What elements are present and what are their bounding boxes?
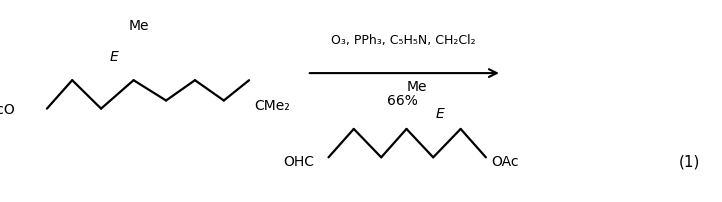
Text: OAc: OAc bbox=[491, 155, 518, 168]
Text: O₃, PPh₃, C₅H₅N, CH₂Cl₂: O₃, PPh₃, C₅H₅N, CH₂Cl₂ bbox=[331, 34, 475, 47]
Text: AcO: AcO bbox=[0, 102, 16, 116]
Text: Me: Me bbox=[407, 80, 427, 94]
Text: (1): (1) bbox=[679, 154, 700, 169]
Text: E: E bbox=[110, 50, 118, 63]
Text: E: E bbox=[436, 106, 445, 120]
Text: CMe₂: CMe₂ bbox=[254, 98, 290, 112]
Text: Me: Me bbox=[129, 19, 149, 33]
Text: OHC: OHC bbox=[283, 155, 314, 168]
Text: 66%: 66% bbox=[388, 94, 418, 108]
